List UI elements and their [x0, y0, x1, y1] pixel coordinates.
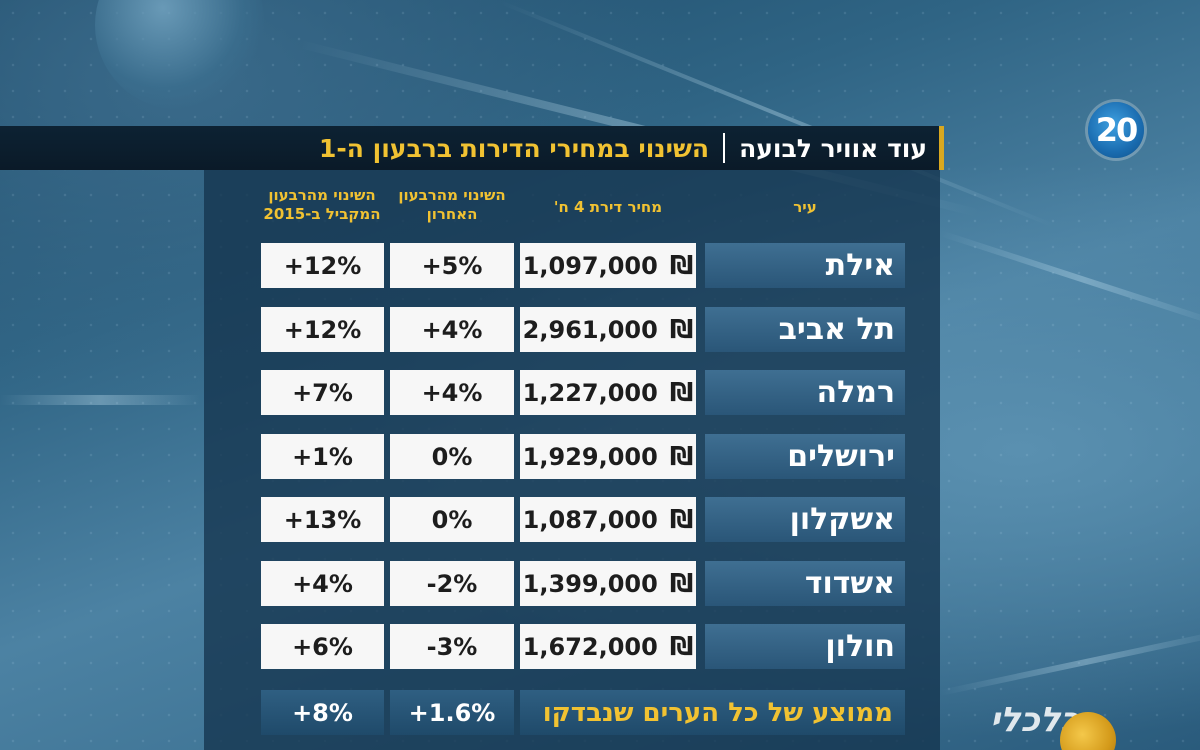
change-yoy-cell: +12% — [261, 307, 384, 352]
city-cell: תל אביב — [705, 307, 905, 352]
price-cell: 1,087,000 ₪ — [520, 497, 696, 542]
city-cell: ירושלים — [705, 434, 905, 479]
shekel-icon: ₪ — [669, 568, 694, 599]
price-cell: 1,227,000 ₪ — [520, 370, 696, 415]
shekel-icon: ₪ — [669, 314, 694, 345]
header-price: מחיר דירת 4 ח' — [553, 198, 663, 216]
price-value: 1,097,000 — [522, 251, 658, 280]
change-last-quarter-cell: -2% — [390, 561, 514, 606]
shekel-icon: ₪ — [669, 631, 694, 662]
price-cell: 1,399,000 ₪ — [520, 561, 696, 606]
average-change-yoy: +8% — [261, 690, 384, 735]
price-value: 1,399,000 — [522, 569, 658, 598]
price-cell: 1,929,000 ₪ — [520, 434, 696, 479]
header-city: עיר — [793, 198, 817, 216]
change-yoy-cell: +7% — [261, 370, 384, 415]
title-tagline: עוד אוויר לבועה — [739, 133, 927, 163]
change-yoy-cell: +6% — [261, 624, 384, 669]
header-change-last-quarter: השינוי מהרבעון האחרון — [398, 186, 506, 223]
price-value: 2,961,000 — [522, 315, 658, 344]
change-yoy-cell: +1% — [261, 434, 384, 479]
price-cell: 2,961,000 ₪ — [520, 307, 696, 352]
shekel-icon: ₪ — [669, 377, 694, 408]
change-last-quarter-cell: +4% — [390, 370, 514, 415]
title-main: השינוי במחירי הדירות ברבעון ה-1 — [318, 133, 710, 163]
price-value: 1,929,000 — [522, 442, 658, 471]
background-streak — [0, 395, 200, 405]
price-cell: 1,672,000 ₪ — [520, 624, 696, 669]
price-value: 1,672,000 — [522, 632, 658, 661]
change-last-quarter-cell: +5% — [390, 243, 514, 288]
average-change-last-quarter: +1.6% — [390, 690, 514, 735]
change-last-quarter-cell: 0% — [390, 497, 514, 542]
title-bar: עוד אוויר לבועה השינוי במחירי הדירות ברב… — [0, 126, 944, 170]
average-label: ממוצע של כל הערים שנבדקו — [520, 690, 905, 735]
change-yoy-cell: +12% — [261, 243, 384, 288]
channel-20-logo: 20 — [1088, 102, 1144, 158]
header-change-yoy: השינוי מהרבעון המקביל ב-2015 — [263, 186, 381, 223]
shekel-icon: ₪ — [669, 441, 694, 472]
city-cell: רמלה — [705, 370, 905, 415]
program-logo-icon — [1060, 712, 1116, 750]
change-last-quarter-cell: +4% — [390, 307, 514, 352]
change-last-quarter-cell: 0% — [390, 434, 514, 479]
price-value: 1,087,000 — [522, 505, 658, 534]
city-cell: אשקלון — [705, 497, 905, 542]
city-cell: אילת — [705, 243, 905, 288]
shekel-icon: ₪ — [669, 250, 694, 281]
shekel-icon: ₪ — [669, 504, 694, 535]
title-divider — [723, 133, 726, 163]
city-cell: אשדוד — [705, 561, 905, 606]
price-value: 1,227,000 — [522, 378, 658, 407]
city-cell: חולון — [705, 624, 905, 669]
price-cell: 1,097,000 ₪ — [520, 243, 696, 288]
change-last-quarter-cell: -3% — [390, 624, 514, 669]
change-yoy-cell: +13% — [261, 497, 384, 542]
change-yoy-cell: +4% — [261, 561, 384, 606]
